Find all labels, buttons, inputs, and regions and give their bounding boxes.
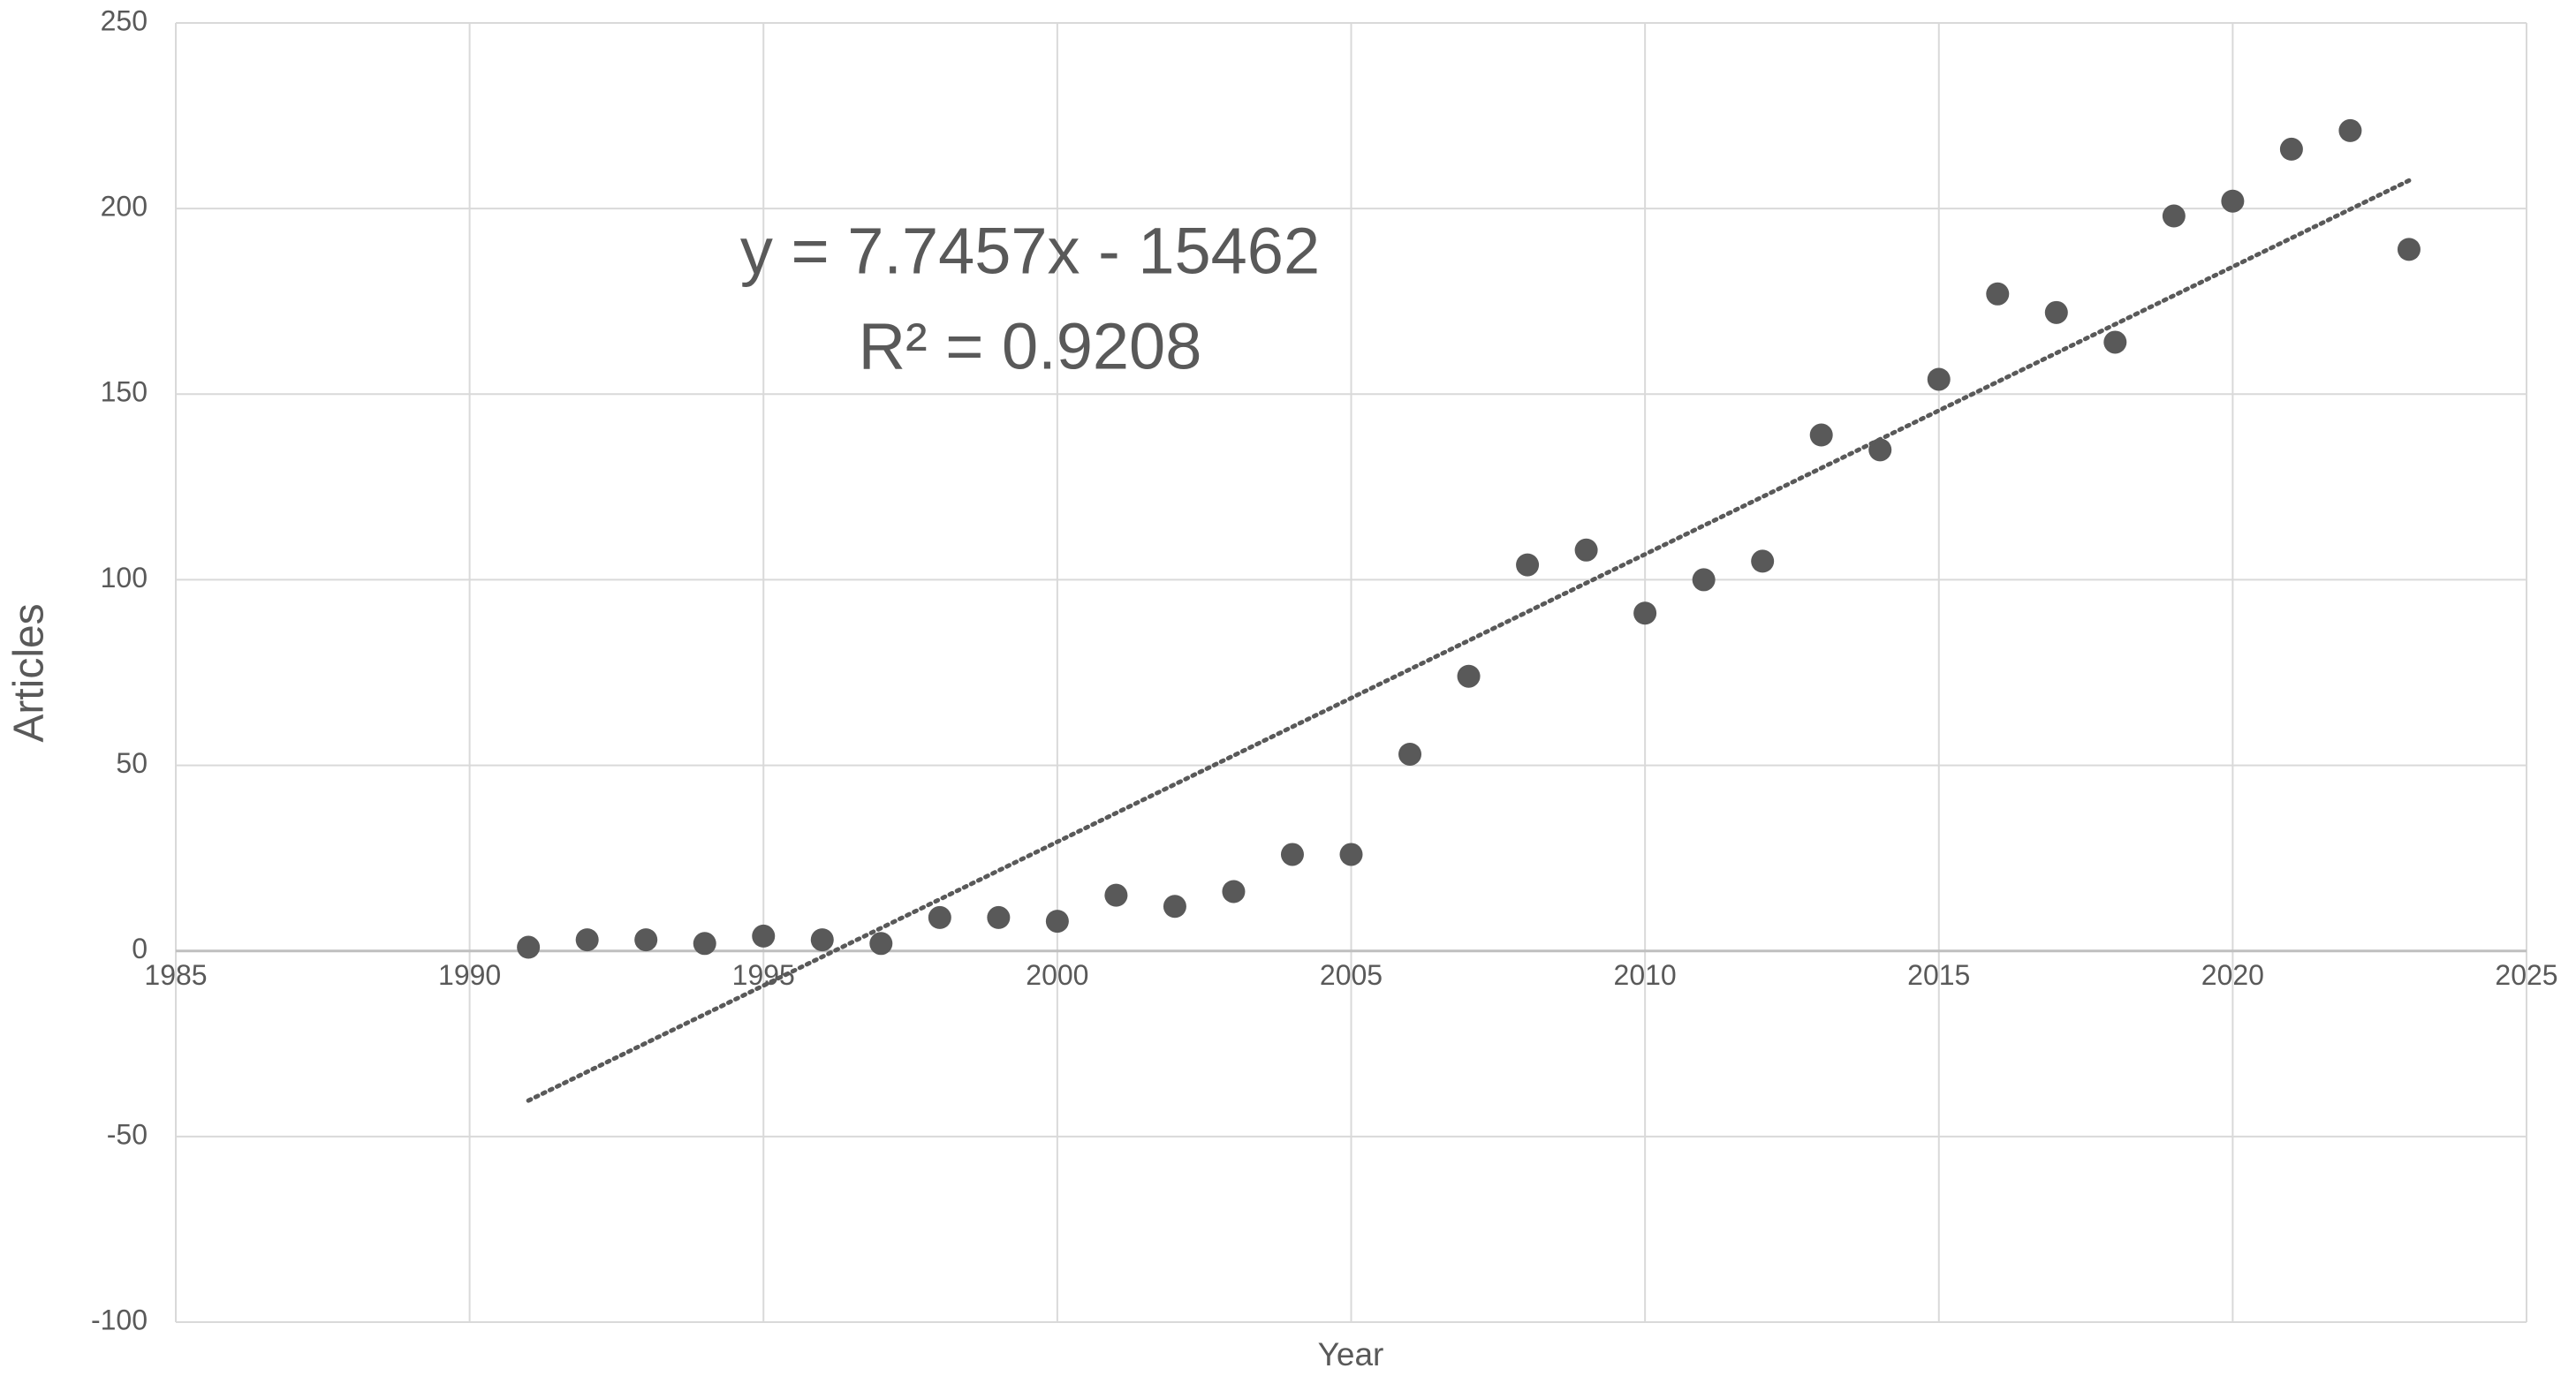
x-tick-label: 2015 [1907, 959, 1970, 991]
data-point [1927, 367, 1951, 391]
trendline-r-squared: R² = 0.9208 [859, 310, 1202, 383]
x-tick-label: 2025 [2495, 959, 2557, 991]
data-point [2397, 238, 2421, 261]
data-point [2162, 204, 2186, 228]
data-point [1516, 553, 1540, 577]
data-point [2338, 118, 2362, 142]
data-point [1104, 883, 1128, 907]
data-point [869, 932, 893, 956]
grid [175, 22, 2527, 1323]
data-point [1692, 568, 1716, 592]
trendline [526, 178, 2412, 1103]
data-point [1986, 282, 2010, 306]
data-point [1751, 549, 1775, 573]
data-point [928, 905, 951, 929]
data-point [1457, 664, 1481, 688]
data-point [634, 928, 658, 952]
x-tick-label: 1985 [144, 959, 207, 991]
x-axis-title: Year [1318, 1336, 1384, 1372]
data-point [1045, 910, 1069, 934]
y-tick-label: -100 [91, 1304, 148, 1335]
y-tick-label: 0 [132, 933, 148, 964]
data-point [1163, 895, 1186, 919]
y-axis-title: Articles [6, 603, 53, 742]
data-point [1339, 843, 1363, 866]
x-tick-label: 1990 [438, 959, 501, 991]
data-point [2044, 300, 2068, 324]
y-tick-label: 100 [101, 562, 148, 593]
data-point [693, 932, 716, 956]
data-point [1809, 423, 1833, 447]
trendline-equation: y = 7.7457x - 15462 [740, 215, 1320, 288]
data-point [1574, 538, 1598, 562]
data-point [1633, 601, 1657, 625]
data-point [1398, 742, 1422, 766]
data-point [1280, 843, 1304, 866]
x-tick-label: 2005 [1320, 959, 1383, 991]
marks [517, 118, 2421, 1103]
y-tick-label: -50 [107, 1118, 148, 1150]
data-point [575, 928, 599, 952]
y-tick-label: 150 [101, 376, 148, 408]
data-point [1222, 880, 1246, 903]
data-point [987, 905, 1011, 929]
data-point [810, 928, 834, 952]
y-tick-label: 200 [101, 191, 148, 223]
data-point [2279, 137, 2303, 161]
data-point [517, 935, 541, 959]
x-tick-label: 2000 [1026, 959, 1088, 991]
data-point [2103, 330, 2127, 354]
data-point [2221, 189, 2245, 213]
x-tick-label: 2010 [1614, 959, 1677, 991]
x-tick-label: 2020 [2201, 959, 2264, 991]
y-tick-label: 250 [101, 4, 148, 36]
y-tick-label: 50 [116, 747, 148, 779]
data-point [752, 924, 776, 948]
